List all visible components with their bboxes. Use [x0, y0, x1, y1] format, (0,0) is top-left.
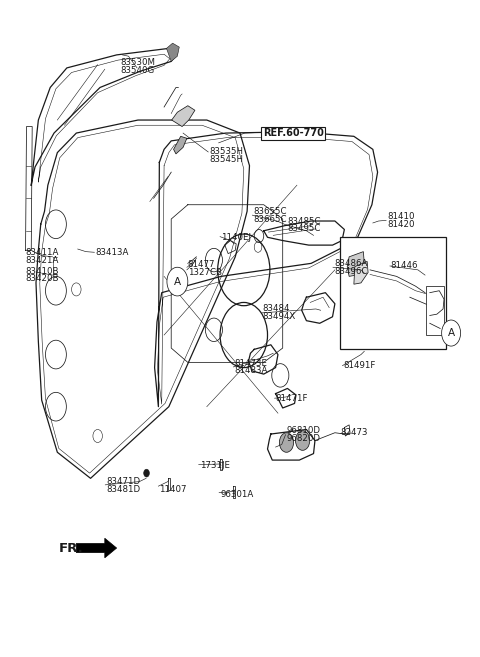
- Text: 83530M: 83530M: [120, 58, 156, 67]
- Text: 81473E: 81473E: [234, 359, 267, 367]
- Text: 96301A: 96301A: [220, 490, 253, 499]
- Text: 82473: 82473: [341, 428, 368, 437]
- Circle shape: [279, 433, 294, 452]
- Polygon shape: [426, 286, 444, 335]
- Text: REF.60-770: REF.60-770: [263, 128, 324, 138]
- Text: 81471F: 81471F: [276, 394, 308, 403]
- Text: A: A: [447, 328, 455, 338]
- Bar: [340, 237, 446, 350]
- Text: 1731JE: 1731JE: [200, 461, 229, 470]
- Text: 83411A: 83411A: [25, 248, 59, 257]
- Text: 81420: 81420: [387, 220, 415, 229]
- Polygon shape: [174, 136, 187, 154]
- Polygon shape: [76, 538, 117, 558]
- Text: 83495C: 83495C: [288, 224, 321, 233]
- Circle shape: [296, 431, 310, 450]
- Text: 96820D: 96820D: [287, 434, 321, 443]
- Circle shape: [442, 320, 461, 346]
- Text: 83655C: 83655C: [253, 207, 287, 215]
- Text: 83413A: 83413A: [96, 248, 129, 257]
- Text: 83486A: 83486A: [334, 259, 367, 268]
- Text: 83494X: 83494X: [263, 312, 296, 321]
- Text: REF.60-770: REF.60-770: [263, 128, 324, 138]
- Text: FR.: FR.: [59, 541, 84, 555]
- Polygon shape: [167, 43, 179, 61]
- Text: 83410B: 83410B: [25, 267, 59, 276]
- Text: 83420B: 83420B: [25, 275, 59, 283]
- Text: 1140EJ: 1140EJ: [221, 233, 251, 242]
- Text: 83496C: 83496C: [334, 267, 367, 276]
- Text: 96810D: 96810D: [287, 426, 321, 436]
- Text: 81410: 81410: [387, 212, 415, 221]
- Text: 83421A: 83421A: [25, 256, 59, 265]
- Text: 81483A: 81483A: [234, 367, 268, 375]
- Text: 81491F: 81491F: [343, 361, 376, 370]
- Text: 83481D: 83481D: [106, 485, 140, 494]
- Circle shape: [167, 267, 188, 296]
- Text: 83545H: 83545H: [209, 154, 243, 164]
- Polygon shape: [347, 252, 364, 277]
- Text: 1327CB: 1327CB: [188, 268, 222, 277]
- Text: 83540G: 83540G: [121, 66, 155, 75]
- Polygon shape: [354, 261, 368, 284]
- Text: 11407: 11407: [159, 485, 187, 494]
- Text: 83484: 83484: [263, 304, 290, 313]
- Text: 83665C: 83665C: [253, 215, 287, 223]
- Circle shape: [144, 469, 149, 477]
- Text: 83471D: 83471D: [106, 477, 140, 486]
- Text: 81477: 81477: [188, 260, 216, 269]
- Text: 81446: 81446: [391, 261, 419, 271]
- Text: A: A: [174, 277, 181, 286]
- Text: 83485C: 83485C: [288, 217, 321, 225]
- Text: 83535H: 83535H: [209, 147, 243, 156]
- Polygon shape: [172, 106, 195, 127]
